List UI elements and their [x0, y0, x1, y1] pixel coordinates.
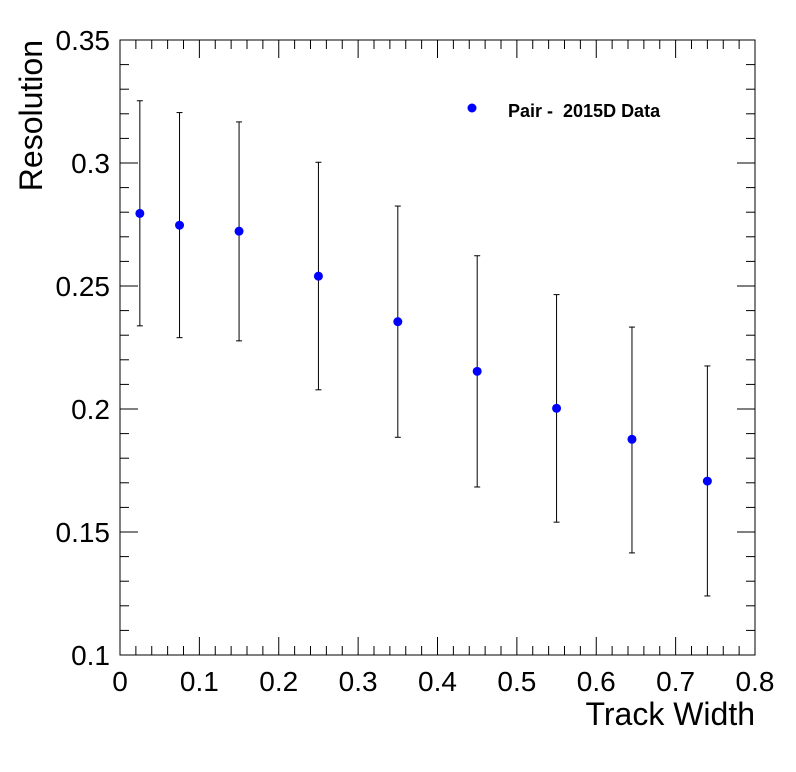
- y-axis-label: Resolution: [13, 40, 49, 191]
- y-tick-label: 0.3: [71, 148, 110, 179]
- data-point: [552, 403, 562, 413]
- data-point: [702, 476, 712, 486]
- x-tick-label: 0: [112, 666, 128, 697]
- data-point: [472, 366, 482, 376]
- y-tick-label: 0.1: [71, 640, 110, 671]
- y-tick-label: 0.35: [56, 25, 111, 56]
- x-tick-labels: 0 0.1 0.2 0.3 0.4 0.5 0.6 0.7 0.8: [112, 666, 774, 697]
- x-tick-label: 0.5: [497, 666, 536, 697]
- x-tick-label: 0.3: [339, 666, 378, 697]
- x-tick-label: 0.1: [180, 666, 219, 697]
- x-axis-label: Track Width: [586, 696, 756, 732]
- legend-marker: [467, 103, 477, 113]
- data-point: [313, 271, 323, 281]
- y-tick-label: 0.2: [71, 394, 110, 425]
- plot-frame: [119, 39, 756, 656]
- axis-ticks: [119, 39, 756, 656]
- data-point: [627, 434, 637, 444]
- data-points: [135, 208, 712, 486]
- x-tick-label: 0.7: [656, 666, 695, 697]
- x-tick-label: 0.4: [418, 666, 457, 697]
- y-tick-labels: 0.1 0.15 0.2 0.25 0.3 0.35: [56, 25, 111, 671]
- legend-label: Pair - 2015D Data: [508, 101, 661, 121]
- error-bars: [136, 100, 711, 597]
- x-tick-label: 0.2: [259, 666, 298, 697]
- x-tick-label: 0.8: [736, 666, 775, 697]
- data-point: [135, 208, 145, 218]
- data-point: [234, 226, 244, 236]
- y-tick-label: 0.25: [56, 271, 111, 302]
- legend: Pair - 2015D Data: [467, 101, 661, 121]
- data-point: [393, 317, 403, 327]
- y-tick-label: 0.15: [56, 517, 111, 548]
- x-tick-label: 0.6: [577, 666, 616, 697]
- data-point: [175, 220, 185, 230]
